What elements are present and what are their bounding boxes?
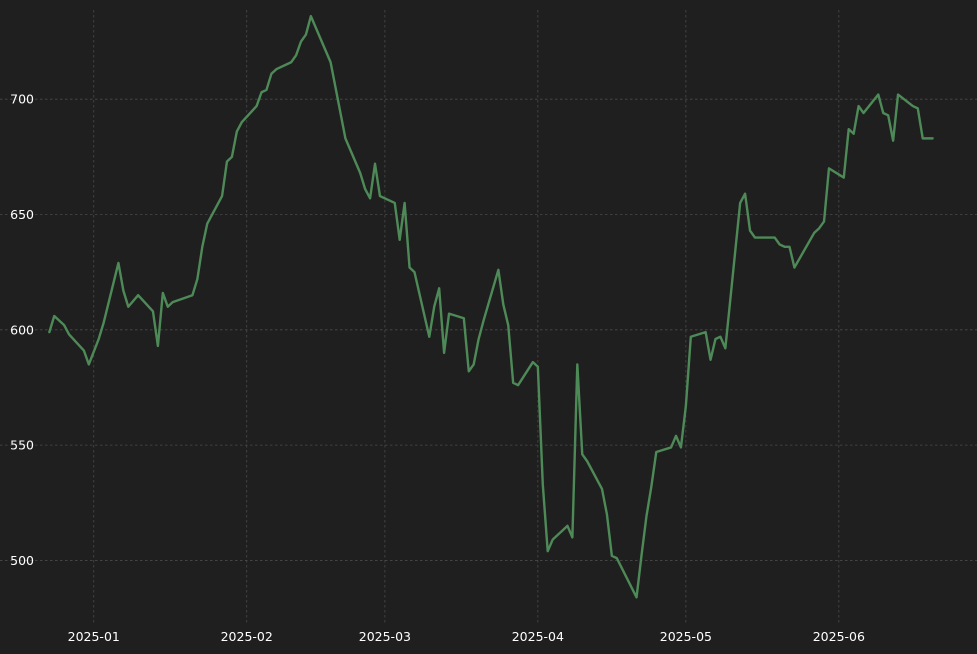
grid-lines xyxy=(0,10,977,625)
x-tick-label: 2025-04 xyxy=(512,629,564,644)
y-tick-label: 700 xyxy=(10,92,34,107)
series-line xyxy=(48,14,934,599)
y-tick-label: 650 xyxy=(10,207,34,222)
x-tick-label: 2025-03 xyxy=(359,629,411,644)
x-tick-label: 2025-02 xyxy=(221,629,273,644)
y-tick-label: 550 xyxy=(10,438,34,453)
x-tick-label: 2025-05 xyxy=(660,629,712,644)
x-tick-label: 2025-06 xyxy=(813,629,865,644)
x-tick-label: 2025-01 xyxy=(68,629,120,644)
y-tick-label: 600 xyxy=(10,322,34,337)
tick-labels: 500 550 600 650 700 2025-01 2025-02 2025-03 2025… xyxy=(10,92,865,644)
y-tick-label: 500 xyxy=(10,553,34,568)
series-layer xyxy=(48,14,934,599)
